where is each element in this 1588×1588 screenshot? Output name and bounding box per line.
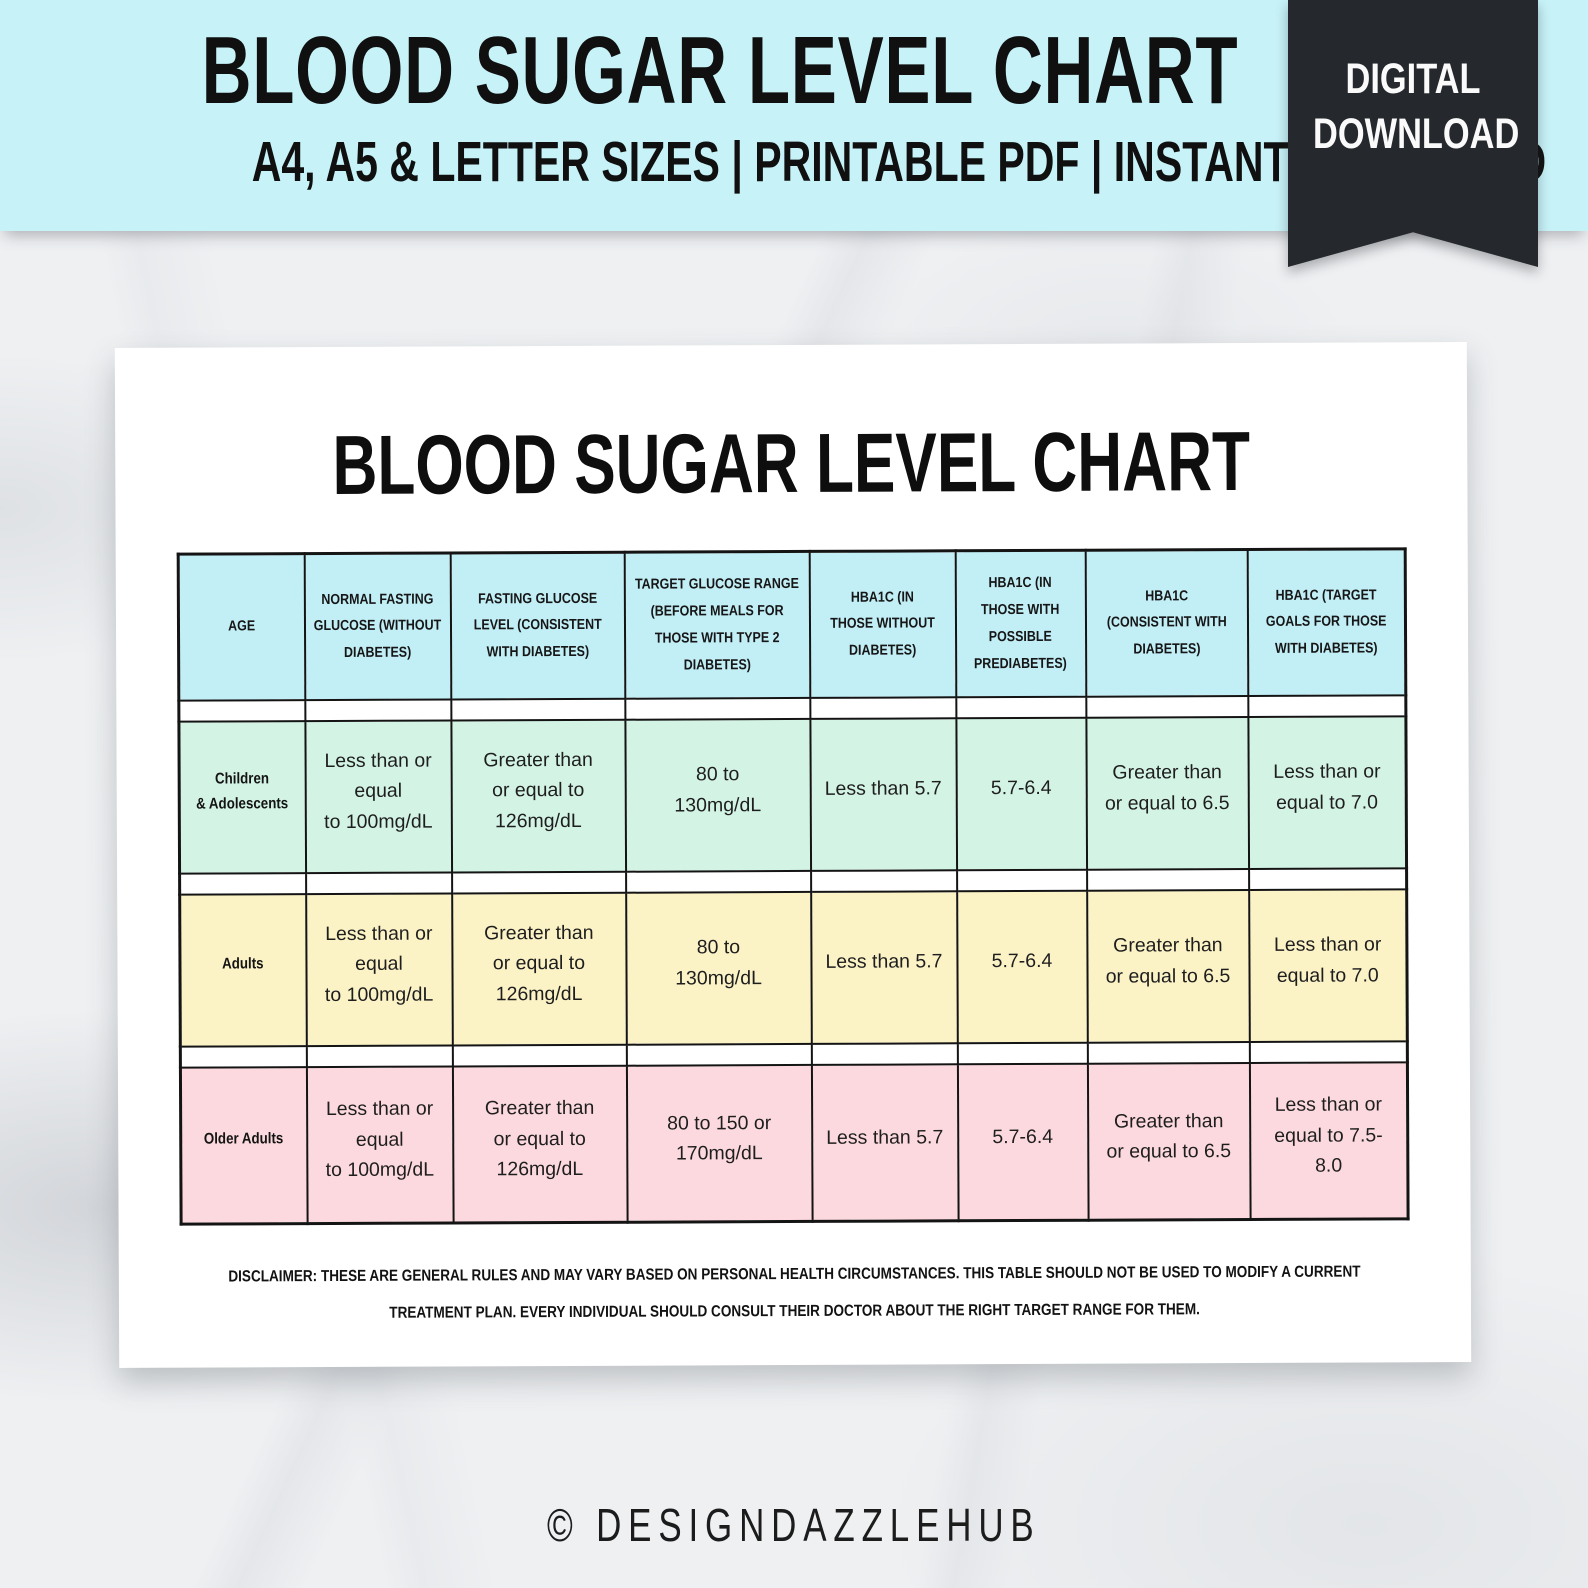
ribbon-line-1: DIGITAL — [1345, 55, 1481, 103]
table-cell: Greater than or equal to 6.5 — [1087, 1062, 1251, 1221]
table-cell: Greater than or equal to 6.5 — [1085, 716, 1249, 870]
table-cell: Less than or equal to 7.0 — [1248, 888, 1408, 1042]
table-cell: Less than or equal to 7.5- 8.0 — [1249, 1061, 1409, 1220]
banner-title-row: BLOOD SUGAR LEVEL CHART — [0, 16, 1368, 126]
age-cell: Children & Adolescents — [178, 720, 306, 874]
table-cell: 80 to 130mg/dL — [624, 718, 811, 872]
header-cell-hba1c-without: HBA1C (IN THOSE WITHOUT DIABETES) — [809, 550, 956, 698]
table-cell: Greater than or equal to 6.5 — [1086, 889, 1250, 1043]
ribbon-shape: DIGITAL DOWNLOAD — [1288, 0, 1538, 267]
table-cell: Less than 5.7 — [810, 890, 958, 1044]
table-cell: Less than or equal to 100mg/dL — [304, 719, 452, 873]
digital-download-ribbon: DIGITAL DOWNLOAD — [1288, 0, 1538, 267]
table-row-older-adults: Older Adults Less than or equal to 100mg… — [180, 1061, 1409, 1225]
banner-subtitle-row: A4, A5 & LETTER SIZES | PRINTABLE PDF | … — [0, 129, 1546, 195]
ribbon-label: DIGITAL DOWNLOAD — [1288, 52, 1538, 161]
header-cell-fasting-level: FASTING GLUCOSE LEVEL (CONSISTENT WITH D… — [450, 552, 625, 699]
header-cell-normal-fasting: NORMAL FASTING GLUCOSE (WITHOUT DIABETES… — [304, 552, 451, 700]
page-title-row: BLOOD SUGAR LEVEL CHART — [115, 412, 1467, 515]
brand-credit: © DESIGNDAZZLEHUB — [0, 1498, 1588, 1552]
table-cell: Less than or equal to 100mg/dL — [306, 1065, 454, 1224]
table-row-children: Children & Adolescents Less than or equa… — [178, 715, 1407, 874]
table-cell: 80 to 150 or 170mg/dL — [626, 1064, 813, 1223]
age-cell: Older Adults — [180, 1066, 308, 1225]
table-cell: 5.7-6.4 — [957, 1063, 1089, 1221]
header-cell-hba1c-target: HBA1C (TARGET GOALS FOR THOSE WITH DIABE… — [1247, 548, 1406, 696]
brand-credit-text: © DESIGNDAZZLEHUB — [547, 1499, 1041, 1551]
table-cell: Less than 5.7 — [811, 1063, 959, 1222]
disclaimer: DISCLAIMER: THESE ARE GENERAL RULES AND … — [175, 1254, 1415, 1333]
banner-title: BLOOD SUGAR LEVEL CHART — [201, 17, 1239, 124]
header-cell-hba1c-prediabetes: HBA1C (IN THOSE WITH POSSIBLE PREDIABETE… — [955, 550, 1086, 697]
table-cell: 80 to 130mg/dL — [625, 891, 812, 1045]
age-cell: Adults — [179, 893, 307, 1047]
table-cell: Greater than or equal to 126mg/dL — [450, 719, 626, 872]
table-cell: Less than or equal to 100mg/dL — [305, 892, 453, 1046]
blood-sugar-table: AGE NORMAL FASTING GLUCOSE (WITHOUT DIAB… — [176, 547, 1410, 1226]
table-row-adults: Adults Less than or equal to 100mg/dL Gr… — [179, 888, 1408, 1047]
header-cell-target-range: TARGET GLUCOSE RANGE (BEFORE MEALS FOR T… — [624, 551, 810, 699]
table-header-row: AGE NORMAL FASTING GLUCOSE (WITHOUT DIAB… — [178, 548, 1406, 701]
table-cell: Less than 5.7 — [809, 717, 957, 871]
document-page: BLOOD SUGAR LEVEL CHART AGE NORMAL FASTI… — [114, 342, 1472, 1368]
header-cell-hba1c-consistent: HBA1C (CONSISTENT WITH DIABETES) — [1085, 549, 1248, 697]
header-cell-age: AGE — [178, 553, 305, 701]
table-cell: Greater than or equal to 126mg/dL — [451, 892, 627, 1045]
table-cell: Less than or equal to 7.0 — [1247, 715, 1407, 869]
ribbon-line-2: DOWNLOAD — [1313, 109, 1520, 158]
table-cell: 5.7-6.4 — [956, 890, 1088, 1043]
table-cell: Greater than or equal to 126mg/dL — [452, 1065, 628, 1223]
disclaimer-text: DISCLAIMER: THESE ARE GENERAL RULES AND … — [228, 1263, 1361, 1322]
page-title: BLOOD SUGAR LEVEL CHART — [332, 414, 1251, 513]
table-cell: 5.7-6.4 — [955, 717, 1087, 870]
